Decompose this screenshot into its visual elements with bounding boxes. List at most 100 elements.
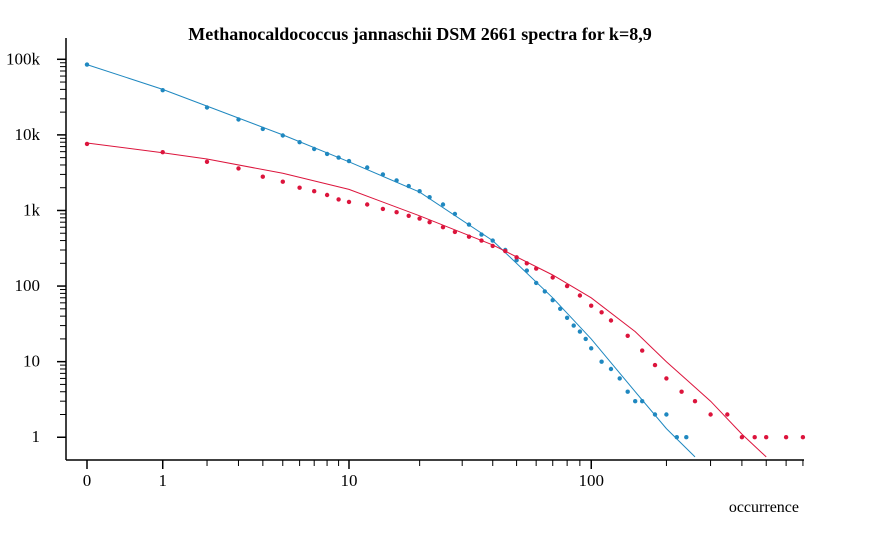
series-2 — [84, 141, 806, 458]
data-point — [558, 306, 563, 311]
data-point — [664, 376, 669, 381]
data-point — [417, 216, 422, 221]
data-point — [84, 141, 90, 147]
data-point — [571, 323, 576, 328]
data-point — [617, 376, 622, 381]
data-point — [336, 155, 341, 160]
data-point — [479, 232, 484, 237]
data-point — [550, 298, 555, 303]
data-point — [406, 183, 411, 189]
data-point — [725, 412, 730, 417]
data-point — [466, 234, 472, 239]
x-tick-label: 1 — [158, 471, 167, 490]
data-point — [394, 178, 399, 183]
data-point — [297, 140, 302, 145]
data-point — [599, 310, 604, 315]
data-point — [524, 268, 529, 273]
data-point — [608, 318, 614, 323]
plot-series — [84, 62, 806, 458]
data-point — [564, 315, 570, 320]
data-point — [589, 303, 594, 308]
data-point — [346, 199, 352, 205]
data-point — [280, 133, 285, 138]
data-point — [674, 435, 679, 440]
chart-title: Methanocaldococcus jannaschii DSM 2661 s… — [188, 24, 651, 44]
data-point — [452, 211, 458, 217]
data-point — [589, 346, 594, 351]
data-point — [664, 412, 669, 417]
data-point — [640, 399, 645, 404]
data-point — [503, 248, 508, 254]
data-point — [599, 359, 604, 364]
data-point — [204, 159, 210, 164]
x-tick-label: 0 — [83, 471, 92, 490]
data-point — [692, 399, 698, 404]
data-point — [550, 275, 555, 280]
data-point — [204, 105, 210, 110]
x-axis-label: occurrence — [729, 499, 799, 516]
data-point — [394, 210, 399, 215]
y-tick-label: 1k — [23, 200, 41, 219]
data-point — [479, 238, 484, 243]
data-point — [324, 151, 330, 157]
data-point — [380, 206, 386, 212]
data-point — [542, 289, 547, 294]
data-point — [652, 362, 658, 368]
fit-line — [86, 142, 767, 458]
y-tick-label: 10 — [23, 352, 40, 371]
data-point — [752, 435, 757, 440]
x-tick-label: 10 — [340, 471, 357, 490]
y-tick-label: 1 — [32, 427, 41, 446]
data-point — [417, 189, 422, 194]
data-point — [640, 348, 645, 353]
data-point — [652, 412, 658, 417]
data-point — [564, 283, 570, 289]
data-point — [577, 329, 583, 334]
y-tick-label: 10k — [15, 125, 41, 144]
data-point — [608, 366, 614, 372]
data-point — [406, 213, 411, 218]
data-point — [684, 435, 689, 440]
data-point — [583, 336, 588, 342]
data-point — [764, 435, 769, 440]
data-point — [236, 166, 241, 171]
data-point — [365, 165, 370, 170]
data-point — [84, 62, 90, 67]
data-point — [236, 117, 241, 122]
data-point — [800, 435, 806, 440]
data-point — [260, 174, 265, 179]
data-point — [427, 195, 432, 200]
data-point — [346, 158, 352, 164]
data-point — [365, 202, 370, 207]
data-point — [160, 88, 165, 93]
data-point — [260, 126, 265, 132]
data-point — [625, 333, 630, 338]
data-point — [708, 412, 713, 417]
data-point — [427, 220, 432, 225]
data-point — [324, 192, 330, 198]
x-tick-label: 100 — [578, 471, 604, 490]
data-point — [633, 399, 638, 404]
data-point — [440, 202, 446, 207]
data-point — [577, 293, 583, 298]
data-point — [312, 189, 317, 194]
data-point — [534, 266, 539, 271]
data-point — [336, 197, 341, 202]
data-point — [739, 435, 745, 440]
data-point — [466, 222, 472, 227]
y-tick-label: 100 — [15, 276, 41, 295]
data-point — [625, 389, 630, 394]
fit-line — [86, 64, 696, 458]
data-point — [783, 435, 789, 440]
data-point — [679, 389, 684, 394]
y-tick-label: 100k — [6, 49, 41, 68]
data-point — [312, 146, 317, 152]
data-point — [160, 150, 165, 155]
data-point — [490, 238, 495, 243]
data-point — [514, 255, 519, 260]
data-point — [297, 185, 302, 190]
data-point — [534, 280, 539, 286]
data-point — [452, 229, 458, 235]
series-1 — [84, 62, 696, 458]
